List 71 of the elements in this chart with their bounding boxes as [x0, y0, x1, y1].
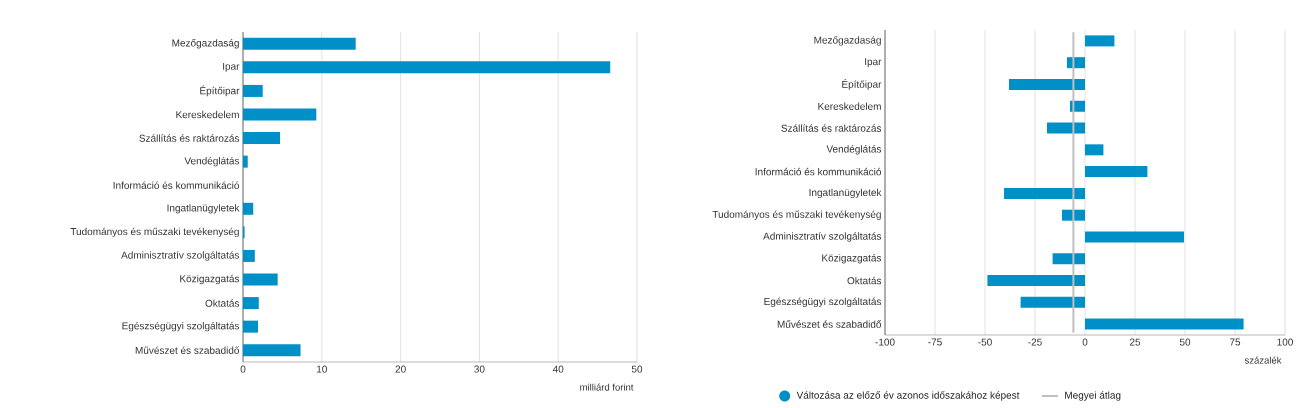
y-tick-label: Adminisztratív szolgáltatás [121, 251, 240, 261]
y-tick-label: Ipar [223, 62, 240, 72]
y-tick-label: Mezőgazdaság [172, 39, 239, 49]
x-tick-label: 50 [1179, 338, 1191, 346]
x-tick-label: 50 [631, 365, 643, 373]
bar [243, 249, 255, 262]
bar [243, 132, 281, 145]
y-tick-label: Közigazgatás [180, 274, 240, 285]
bar [987, 275, 1086, 287]
x-tick-label: 100 [1277, 338, 1293, 346]
x-tick-label: 75 [1229, 338, 1241, 346]
y-tick-label: Szállítás és raktározás [139, 134, 240, 142]
bar [243, 320, 258, 333]
y-tick-label: Ingatlanügyletek [167, 204, 240, 214]
x-tick-label: -75 [928, 338, 942, 346]
y-tick-label: Tudományos és műszaki tevékenység [70, 227, 239, 238]
x-axis-title: százalék [1244, 356, 1282, 364]
bar [1047, 122, 1086, 134]
y-tick-label: Ingatlanügyletek [809, 188, 882, 199]
y-tick-label: Tudományos és műszaki tevékenység [712, 210, 881, 220]
y-tick-label: Mezőgazdaság [814, 36, 881, 46]
bar [1085, 318, 1244, 330]
bar [1052, 253, 1086, 265]
bar [1085, 166, 1148, 178]
y-tick-label: Oktatás [205, 299, 240, 307]
x-tick-label: 0 [240, 365, 246, 373]
x-tick-label: 0 [1082, 338, 1088, 346]
bar [1062, 209, 1086, 221]
bar [243, 108, 317, 121]
y-tick-label: Építőipar [842, 79, 882, 90]
legend-label: Változása az előző év azonos időszakához képest [796, 391, 1020, 401]
y-tick-label: Ipar [865, 58, 882, 68]
x-tick-label: 30 [474, 365, 485, 373]
bar [243, 84, 263, 97]
y-tick-label: Oktatás [847, 276, 882, 285]
x-tick-label: 20 [395, 365, 406, 373]
y-tick-label: Egészségügyi szolgáltatás [122, 321, 240, 332]
x-axis-title: milliárd forint [580, 383, 634, 391]
bar [243, 273, 278, 286]
y-tick-label: Kereskedelem [818, 102, 881, 110]
bar [1004, 187, 1086, 199]
y-tick-label: Információ és kommunikáció [755, 167, 882, 176]
y-tick-label: Építőipar [200, 85, 240, 97]
x-tick-label: 40 [552, 365, 564, 373]
bar [243, 297, 259, 310]
y-tick-label: Szállítás és raktározás [781, 124, 882, 132]
bar [243, 61, 611, 74]
bar [243, 202, 254, 215]
x-tick-label: 10 [317, 365, 327, 373]
bar [1020, 296, 1086, 308]
y-tick-label: Egészségügyi szolgáltatás [764, 297, 882, 308]
y-tick-label: Vendéglátás [826, 145, 882, 155]
bar [1085, 231, 1185, 243]
y-tick-label: Művészet és szabadidő [777, 320, 882, 328]
bar [1085, 144, 1104, 156]
bar [243, 155, 248, 168]
y-tick-label: Közigazgatás [822, 254, 882, 264]
x-tick-label: 25 [1129, 338, 1141, 346]
x-tick-label: -25 [1028, 338, 1042, 346]
x-tick-label: -100 [875, 338, 895, 346]
bar [1085, 35, 1115, 47]
y-tick-label: Adminisztratív szolgáltatás [763, 232, 882, 242]
y-tick-label: Információ és kommunikáció [113, 181, 240, 189]
bar [1009, 78, 1086, 90]
bar [243, 37, 356, 50]
legend-label: Megyei átlag [1065, 391, 1121, 401]
y-tick-label: Kereskedelem [176, 110, 239, 119]
y-tick-label: Művészet és szabadidő [135, 346, 240, 354]
x-tick-label: -50 [978, 338, 992, 346]
bar [243, 344, 301, 357]
y-tick-label: Vendéglátás [184, 156, 240, 167]
